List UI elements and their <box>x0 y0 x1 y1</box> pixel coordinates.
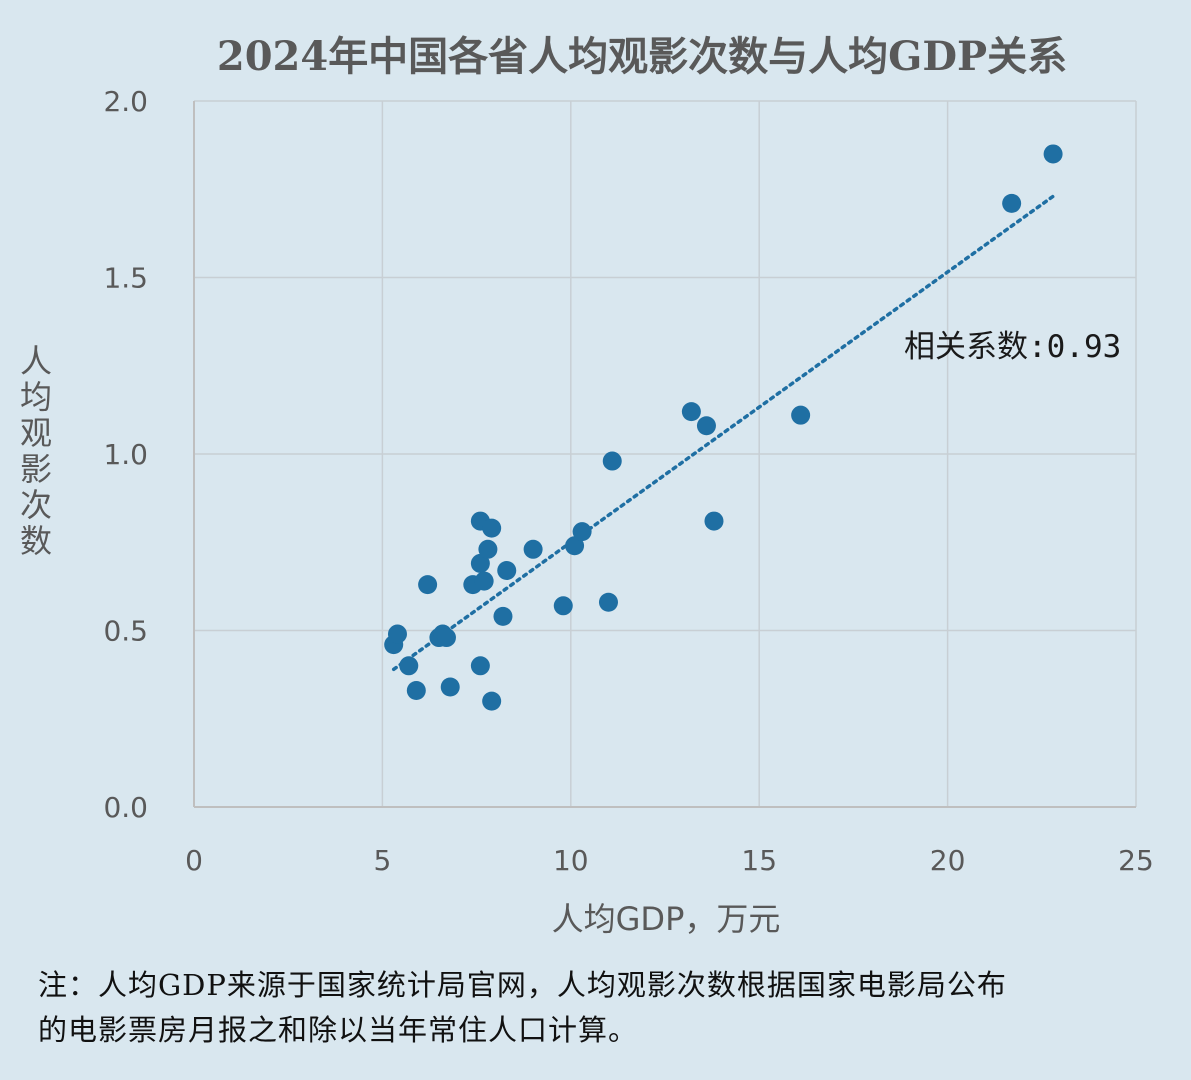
data-point <box>602 451 622 471</box>
x-tick-label: 5 <box>373 844 391 877</box>
y-axis-title-char: 次 <box>20 486 52 524</box>
footnote-line-2: 的电影票房月报之和除以当年常住人口计算。 <box>38 1013 639 1047</box>
data-point <box>791 405 811 425</box>
data-point <box>474 571 494 591</box>
data-points <box>384 144 1063 711</box>
x-axis-title: 人均GDP，万元 <box>552 900 781 938</box>
data-point <box>470 553 490 573</box>
data-point <box>478 539 498 559</box>
footnote: 注：人均GDP来源于国家统计局官网，人均观影次数根据国家电影局公布 的电影票房月… <box>38 963 1163 1053</box>
data-point <box>418 575 438 595</box>
x-tick-label: 10 <box>553 844 589 877</box>
y-axis-title: 人均观影次数 <box>20 342 52 560</box>
footnote-line-1: 注：人均GDP来源于国家统计局官网，人均观影次数根据国家电影局公布 <box>38 968 1007 1002</box>
correlation-annotation: 相关系数:0.93 <box>904 329 1121 365</box>
x-tick-label: 0 <box>185 844 203 877</box>
data-point <box>681 402 701 422</box>
grid <box>194 100 1137 807</box>
y-axis-title-char: 均 <box>20 378 52 416</box>
data-point <box>406 681 426 701</box>
trendline <box>391 194 1055 672</box>
y-axis-title-char: 数 <box>20 522 52 560</box>
x-tick-label: 20 <box>930 844 966 877</box>
data-point <box>565 536 585 556</box>
scatter-chart: 2024年中国各省人均观影次数与人均GDP关系 0.00.51.01.52.00… <box>20 33 1154 938</box>
data-point <box>399 656 419 676</box>
trendline-layer <box>391 194 1055 672</box>
data-point <box>470 656 490 676</box>
y-axis-title-char: 人 <box>20 342 52 380</box>
data-point <box>572 522 592 542</box>
chart-title: 2024年中国各省人均观影次数与人均GDP关系 <box>217 33 1067 80</box>
data-point <box>493 606 513 626</box>
data-point <box>1043 144 1063 164</box>
y-axis-title-char: 观 <box>20 414 52 452</box>
y-tick-label: 1.5 <box>103 262 148 295</box>
data-point <box>436 628 456 648</box>
y-tick-label: 2.0 <box>103 85 148 118</box>
data-point <box>523 539 543 559</box>
data-point <box>482 518 502 538</box>
data-point <box>497 560 517 580</box>
data-point <box>696 416 716 436</box>
x-tick-label: 25 <box>1118 844 1154 877</box>
y-tick-label: 1.0 <box>103 438 148 471</box>
data-point <box>598 592 618 612</box>
data-point <box>482 691 502 711</box>
data-point <box>440 677 460 697</box>
data-point <box>387 624 407 644</box>
x-tick-label: 15 <box>741 844 777 877</box>
y-tick-label: 0.5 <box>103 615 148 648</box>
data-point <box>553 596 573 616</box>
data-point <box>704 511 724 531</box>
axes: 0.0 0.5 1.0 1.5 2.0 0 5 10 15 20 25 <box>103 85 1153 877</box>
y-tick-label: 0.0 <box>103 791 148 824</box>
data-point <box>1002 193 1022 213</box>
y-axis-title-char: 影 <box>20 450 52 488</box>
